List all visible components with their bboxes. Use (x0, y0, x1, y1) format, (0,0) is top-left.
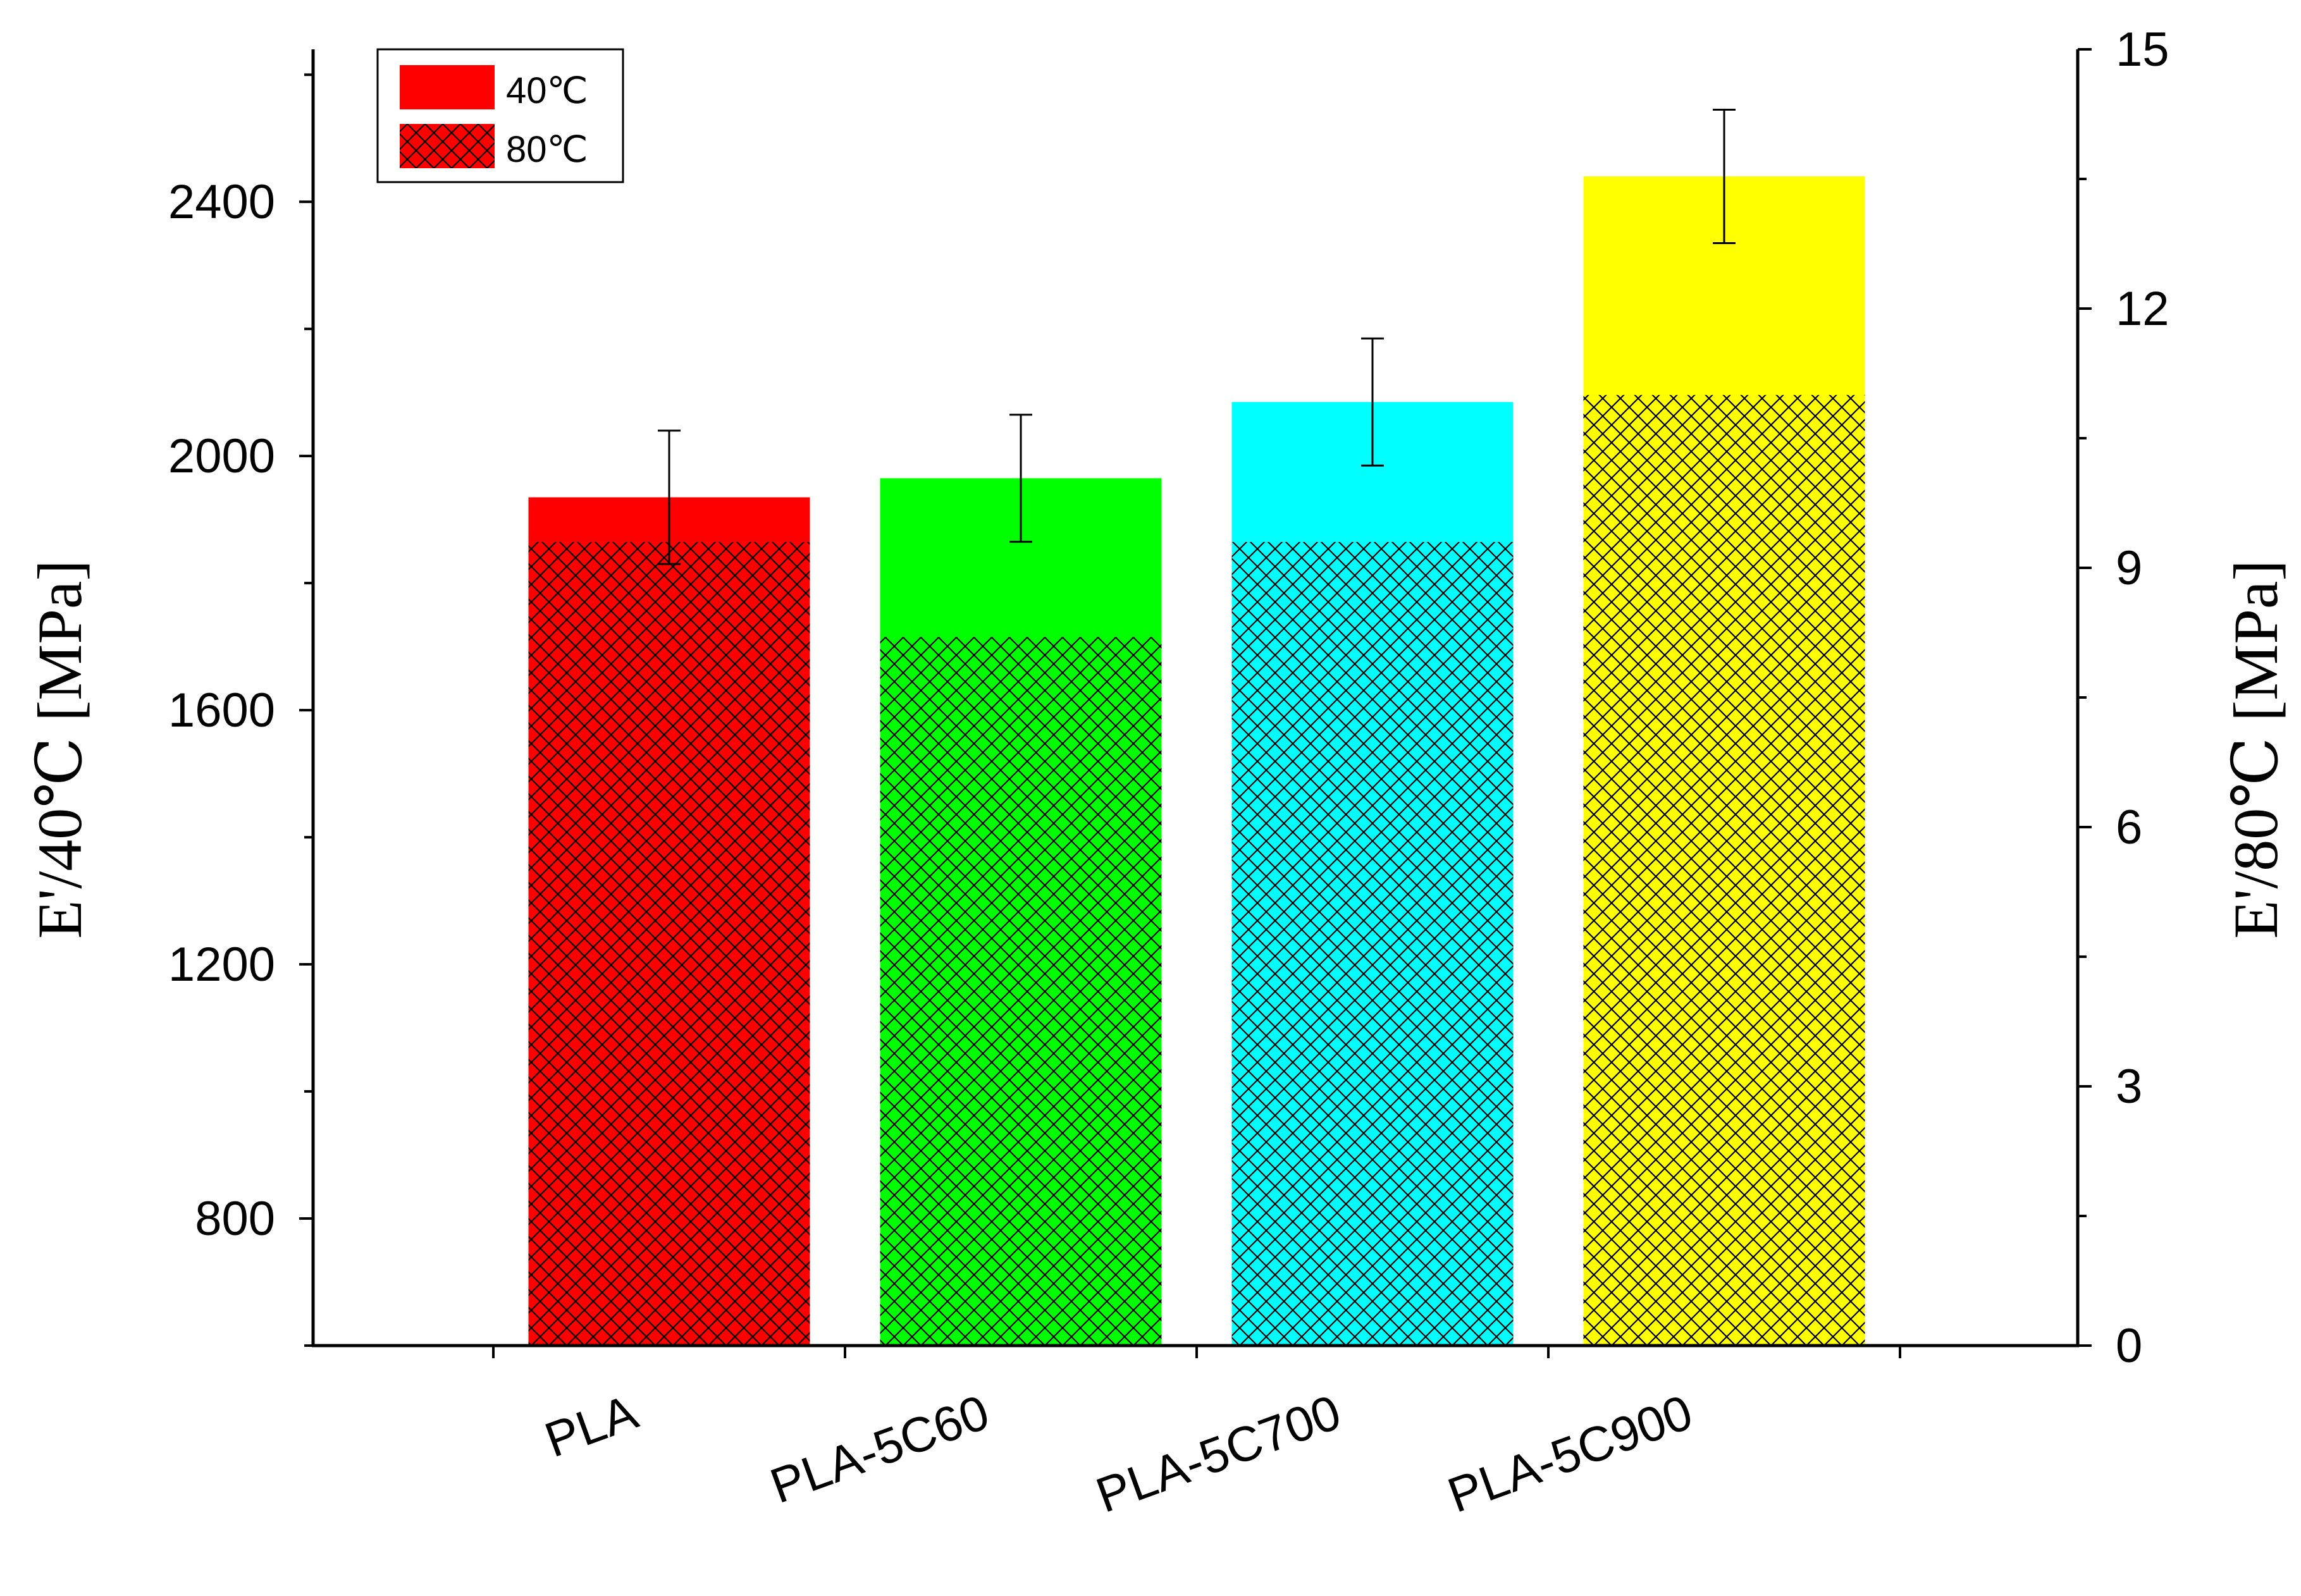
category-label-4: PLA-5C900 (1441, 1384, 1700, 1523)
legend-label-40c: 40℃ (506, 70, 588, 111)
bar-80c-hatch-3 (1231, 542, 1514, 1346)
legend-label-80c: 80℃ (506, 129, 588, 170)
left-tick-label: 800 (195, 1192, 275, 1246)
category-label-2: PLA-5C60 (763, 1384, 996, 1514)
plot-area (528, 108, 1865, 1346)
right-tick-label: 15 (2116, 23, 2169, 77)
left-tick-label: 2000 (168, 429, 275, 483)
left-tick-label: 1600 (168, 684, 275, 737)
y-axis-title-right: E'/80℃ [MPa] (2221, 560, 2291, 938)
legend: 40℃80℃ (376, 48, 624, 183)
bar-80c-hatch-4 (1583, 395, 1865, 1346)
category-label-3: PLA-5C700 (1089, 1384, 1348, 1523)
bar-80c-hatch-1 (528, 542, 810, 1346)
right-tick-label: 12 (2116, 282, 2169, 336)
right-tick-label: 0 (2116, 1319, 2142, 1373)
right-tick-label: 9 (2116, 541, 2142, 595)
legend-swatch-40c (400, 65, 495, 109)
legend-swatch-80c-hatch (400, 124, 495, 168)
right-tick-label: 6 (2116, 801, 2142, 854)
right-tick-label: 3 (2116, 1060, 2142, 1114)
bar-80c-hatch-2 (880, 637, 1162, 1346)
category-label-1: PLA (538, 1384, 645, 1468)
left-tick-label: 2400 (168, 175, 275, 229)
left-tick-label: 1200 (168, 938, 275, 991)
y-axis-title-left: E'/40℃ [MPa] (25, 560, 95, 938)
